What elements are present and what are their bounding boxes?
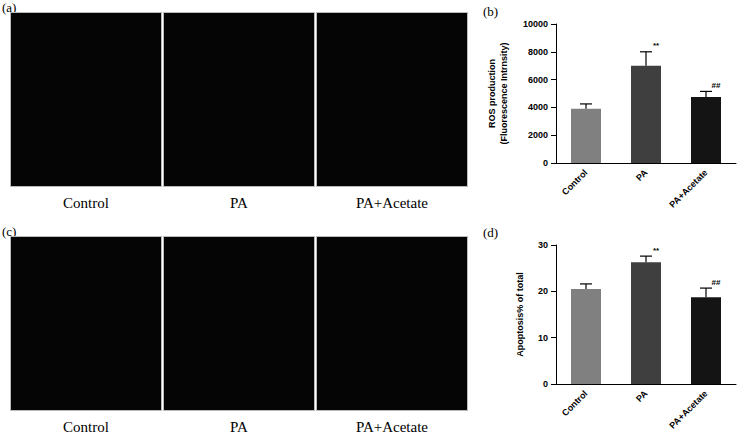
- html-text:(a): (a): [2, 0, 17, 15]
- svg-text:10000: 10000: [523, 19, 548, 29]
- svg-text:10: 10: [538, 333, 548, 343]
- svg-text:(Fluorescence Intrnsity): (Fluorescence Intrnsity): [499, 42, 509, 144]
- svg-text:Control: Control: [560, 167, 590, 197]
- svg-text:8000: 8000: [528, 47, 548, 57]
- html-text:Control: Control: [63, 419, 109, 435]
- svg-text:PA: PA: [634, 388, 650, 404]
- html-text:Control: Control: [63, 195, 109, 211]
- svg-text:##: ##: [712, 278, 721, 287]
- svg-text:ROS production: ROS production: [487, 59, 497, 128]
- svg-text:PA: PA: [634, 167, 650, 183]
- svg-text:6000: 6000: [528, 75, 548, 85]
- html-text:PA+Acetate: PA+Acetate: [356, 419, 428, 435]
- svg-text:(b): (b): [483, 4, 498, 19]
- svg-text:##: ##: [712, 81, 721, 90]
- svg-text:20: 20: [538, 286, 548, 296]
- svg-text:Control: Control: [560, 388, 590, 418]
- svg-text:**: **: [653, 41, 660, 50]
- html-text:PA: PA: [230, 419, 248, 435]
- svg-text:**: **: [653, 246, 660, 255]
- svg-text:PA+Acetate: PA+Acetate: [667, 167, 709, 209]
- html-text:PA+Acetate: PA+Acetate: [356, 195, 428, 211]
- svg-text:4000: 4000: [528, 102, 548, 112]
- svg-text:2000: 2000: [528, 130, 548, 140]
- svg-text:0: 0: [543, 379, 548, 389]
- html-text:(c): (c): [2, 224, 17, 239]
- svg-text:Apoptosis% of total: Apoptosis% of total: [515, 272, 525, 357]
- svg-text:(d): (d): [483, 225, 498, 240]
- svg-text:30: 30: [538, 240, 548, 250]
- svg-text:PA+Acetate: PA+Acetate: [667, 388, 709, 430]
- html-text:PA: PA: [230, 195, 248, 211]
- svg-text:0: 0: [543, 158, 548, 168]
